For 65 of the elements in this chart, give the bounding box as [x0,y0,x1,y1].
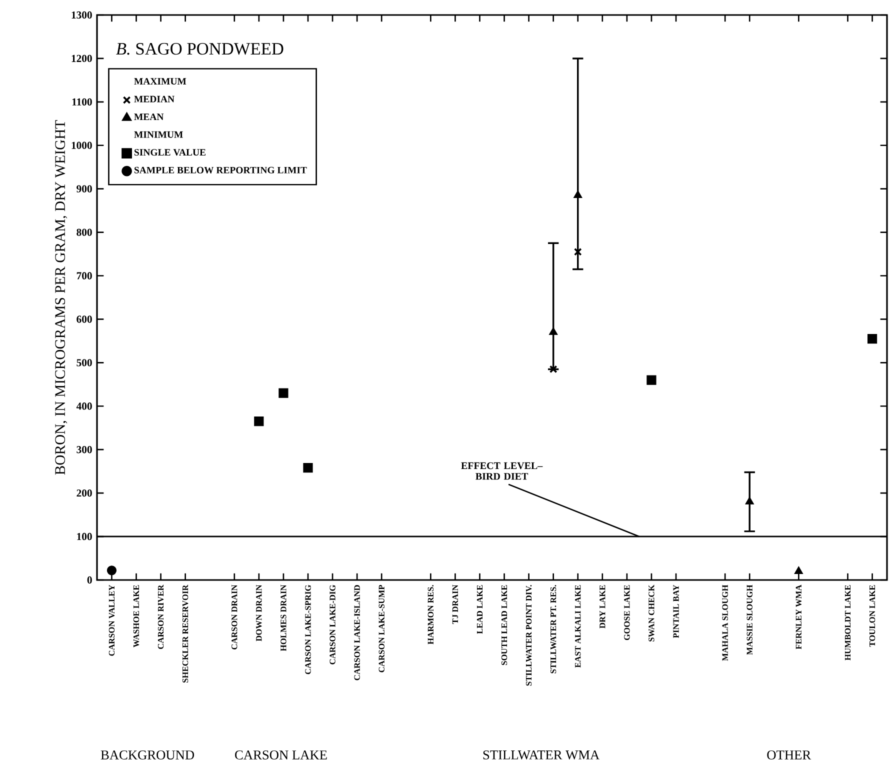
x-tick-label: WASHOE LAKE [133,585,140,648]
x-tick-label: TJ DRAIN [452,584,458,624]
legend-label: MEDIAN [134,96,174,102]
x-tick-label: FERNLEY WMA [796,584,802,650]
x-tick-label: STILLWATER PT. RES. [550,585,556,674]
x-tick-label: HUMBOLDT LAKE [844,585,851,660]
x-tick-label: MAHALA SLOUGH [722,584,728,661]
point [574,248,582,256]
x-tick-label: LEAD LAKE [476,585,483,634]
y-tick-label: 900 [76,185,92,192]
y-tick-label: 0 [87,576,92,584]
y-tick-label: 600 [76,316,92,323]
x-tick-label: CARSON LAKE-DIG [330,584,336,664]
annotation: MINIMUM [134,131,183,138]
y-tick-label: 100 [77,532,92,540]
point [303,463,313,473]
y-tick-label: 1200 [72,54,92,62]
legend-label: SINGLE VALUE [134,149,206,156]
text: OTHER [767,750,812,760]
point [745,496,754,504]
x-tick-label: CARSON VALLEY [108,584,115,656]
annotation: MAXIMUM [134,78,186,85]
x-tick-label: PINTAIL BAY [673,584,679,638]
x-tick-label: HOLMES DRAIN [280,584,286,652]
x-tick-label: SHECKLER RESERVOIR [182,584,188,683]
y-tick-label: 700 [76,272,92,280]
point [254,416,264,426]
x-tick-label: SWAN CHECK [648,584,654,642]
text: B. SAGO PONDWEED [116,43,284,55]
text: BACKGROUND [100,750,194,760]
ref-line-label: EFFECT LEVEL– BIRD DIET [461,462,543,480]
x-tick-label: CARSON RIVER [158,584,164,649]
legend-label: MEAN [134,114,164,120]
x-tick-label: MASSIE SLOUGH [746,584,752,655]
y-tick-label: 1300 [72,11,92,19]
point [278,388,288,398]
y-tick-label: 200 [76,489,92,497]
text: STILLWATER WMA [483,750,600,760]
point [867,334,878,344]
x-tick-label: DRY LAKE [600,585,606,628]
x-tick-label: DOWN DRAIN [256,584,262,642]
point [646,375,656,385]
x-tick-label: STILLWATER POINT DIV. [526,585,532,686]
point [573,190,582,198]
text: CARSON LAKE [235,750,327,760]
x-tick-label: CARSON LAKE-SUMP [378,584,384,672]
y-tick-label: 1100 [72,98,92,106]
point [794,566,804,574]
point [106,566,117,576]
x-tick-label: HARMON RES. [428,585,434,644]
x-tick-label: TOULON LAKE [869,585,876,647]
x-tick-label: CARSON DRAIN [232,584,238,650]
legend-label: SAMPLE BELOW REPORTING LIMIT [134,166,307,174]
point [548,327,558,335]
x-tick-label: EAST ALKALI LAKE [575,585,581,668]
y-tick-label: 1000 [72,142,92,149]
y-tick-label: 500 [76,359,92,366]
y-tick-label: 400 [76,402,92,410]
x-tick-label: CARSON LAKE-ISLAND [354,585,360,680]
y-tick-label: 300 [76,446,92,454]
y-tick-label: 800 [76,228,92,236]
x-tick-label: SOUTH LEAD LAKE [501,585,508,666]
y-axis-title: BORON, IN MICROGRAMS PER GRAM, DRY WEIGHT [55,120,68,475]
x-tick-label: GOOSE LAKE [624,585,630,640]
x-tick-label: CARSON LAKE-SPRIG [305,584,311,674]
